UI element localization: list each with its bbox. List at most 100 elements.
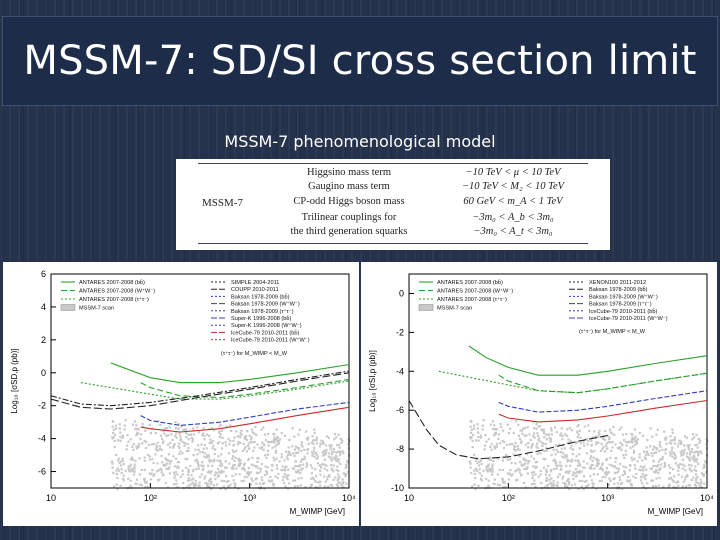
scan-point — [287, 446, 290, 449]
scan-point — [630, 456, 633, 459]
scan-point — [141, 422, 144, 426]
scan-point — [522, 464, 525, 467]
scan-point — [184, 457, 187, 460]
scan-point — [558, 443, 561, 446]
scan-point — [233, 459, 236, 462]
scan-point — [695, 485, 698, 488]
scan-point — [236, 443, 240, 446]
scan-point — [265, 472, 268, 475]
scan-point — [656, 428, 659, 431]
scan-point — [196, 460, 199, 463]
scan-point — [173, 465, 177, 468]
scan-point — [611, 446, 614, 449]
scan-point — [521, 427, 525, 430]
scan-point — [220, 479, 223, 482]
scan-point — [336, 450, 340, 453]
scan-point — [704, 461, 707, 464]
scan-point — [561, 477, 564, 480]
scan-point — [583, 475, 586, 478]
scan-point — [650, 479, 653, 482]
scan-point — [208, 485, 211, 488]
scan-point — [115, 469, 118, 472]
scan-point — [253, 440, 256, 444]
scan-point — [329, 484, 332, 487]
scan-point — [337, 477, 340, 480]
scan-point — [297, 446, 300, 450]
scan-point — [225, 444, 228, 447]
scan-point — [663, 465, 666, 468]
scan-point — [665, 442, 668, 445]
scan-point — [623, 472, 626, 475]
scan-point — [174, 434, 177, 438]
scan-point — [260, 446, 264, 449]
y-tick-label: -6 — [38, 467, 46, 477]
scan-point — [575, 474, 578, 477]
scan-point — [607, 441, 610, 444]
scan-point — [132, 448, 135, 451]
scan-point — [183, 442, 186, 445]
legend-swatch — [418, 304, 434, 311]
scan-point — [585, 485, 588, 488]
scan-point — [283, 482, 286, 485]
scan-point — [313, 431, 316, 434]
scan-point — [235, 467, 238, 470]
scan-point — [531, 465, 535, 468]
scan-point — [346, 460, 349, 463]
scan-point — [114, 424, 118, 427]
scan-point — [209, 438, 212, 441]
scan-point — [502, 486, 505, 489]
scan-point — [491, 473, 494, 476]
scan-point — [510, 474, 513, 477]
scan-point — [329, 448, 332, 451]
scan-point — [540, 481, 543, 485]
scan-point — [493, 482, 496, 485]
scan-point — [689, 468, 692, 471]
scan-point — [306, 452, 309, 455]
scan-point — [471, 446, 474, 449]
scan-point — [547, 483, 550, 486]
scan-point — [550, 433, 553, 436]
scan-point — [544, 442, 547, 445]
scan-point — [294, 479, 297, 482]
scan-point — [613, 465, 616, 468]
scan-point — [532, 434, 535, 438]
legend-entry: Baksan 1978-2009 (bb̄) — [589, 286, 648, 293]
scan-point — [195, 467, 198, 471]
scan-point — [643, 465, 646, 468]
scan-point — [515, 479, 518, 482]
scan-point — [221, 464, 224, 467]
scan-point — [314, 486, 317, 489]
scan-point — [498, 484, 502, 487]
scan-point — [201, 451, 205, 454]
scan-point — [635, 442, 639, 445]
scan-point — [324, 453, 327, 456]
scan-point — [131, 458, 134, 461]
scan-point — [495, 428, 498, 431]
scan-point — [337, 481, 340, 484]
scan-point — [206, 454, 209, 457]
scan-point — [116, 439, 120, 442]
scan-point — [321, 440, 324, 443]
scan-point — [158, 478, 161, 481]
scan-point — [667, 464, 670, 467]
scan-point — [628, 469, 631, 472]
scan-point — [173, 483, 176, 486]
scan-point — [553, 458, 556, 461]
scan-point — [235, 430, 238, 433]
scan-point — [115, 453, 118, 456]
scan-point — [255, 477, 258, 480]
scan-point — [485, 440, 488, 443]
scan-point — [318, 445, 322, 448]
scan-point — [324, 480, 327, 483]
scan-point — [278, 438, 281, 441]
scan-point — [613, 482, 616, 485]
scan-point — [690, 478, 693, 481]
scan-point — [135, 427, 138, 431]
scan-point — [543, 436, 546, 439]
scan-point — [274, 445, 277, 448]
scan-point — [543, 486, 546, 489]
scan-point — [683, 435, 687, 438]
scan-point — [574, 442, 577, 445]
scan-point — [113, 485, 116, 488]
series-line — [110, 362, 350, 384]
